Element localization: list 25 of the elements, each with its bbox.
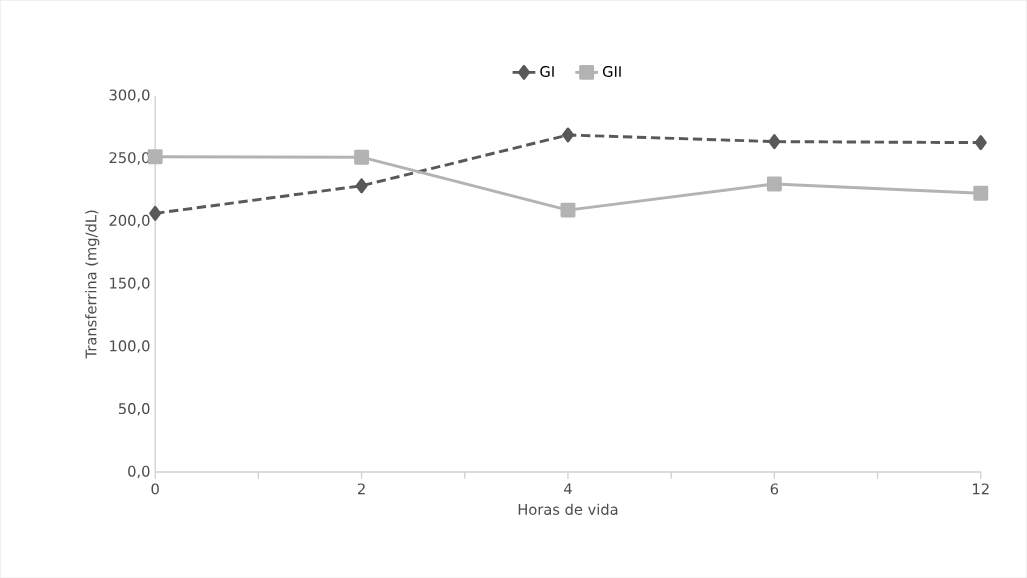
point [562, 127, 574, 143]
legend-label: GI [540, 65, 554, 77]
point [560, 202, 576, 218]
y-tick-label: 0,0 [128, 465, 150, 479]
y-tick-label: 200,0 [109, 214, 150, 228]
point [973, 185, 989, 201]
point [354, 149, 370, 165]
x-tick-label: 0 [151, 483, 159, 495]
point [355, 178, 368, 194]
y-tick-label: 150,0 [110, 277, 150, 291]
x-tick-label: 12 [973, 483, 989, 495]
y-tick-label: 300,0 [109, 89, 150, 102]
point [768, 134, 781, 149]
y-tick-label: 50,0 [118, 402, 150, 416]
point [974, 135, 987, 150]
y-axis-title: Transferrina (mg/dL) [85, 210, 100, 359]
x-tick-label: 2 [357, 483, 365, 495]
point [147, 149, 163, 165]
legend-label: GII [602, 65, 621, 77]
point [149, 205, 162, 221]
x-tick-label: 4 [564, 483, 572, 494]
y-tick-label: 100,0 [110, 340, 150, 353]
point [766, 176, 782, 192]
x-tick-label: 6 [770, 483, 779, 495]
x-axis-title: Horas de vida [518, 503, 618, 515]
